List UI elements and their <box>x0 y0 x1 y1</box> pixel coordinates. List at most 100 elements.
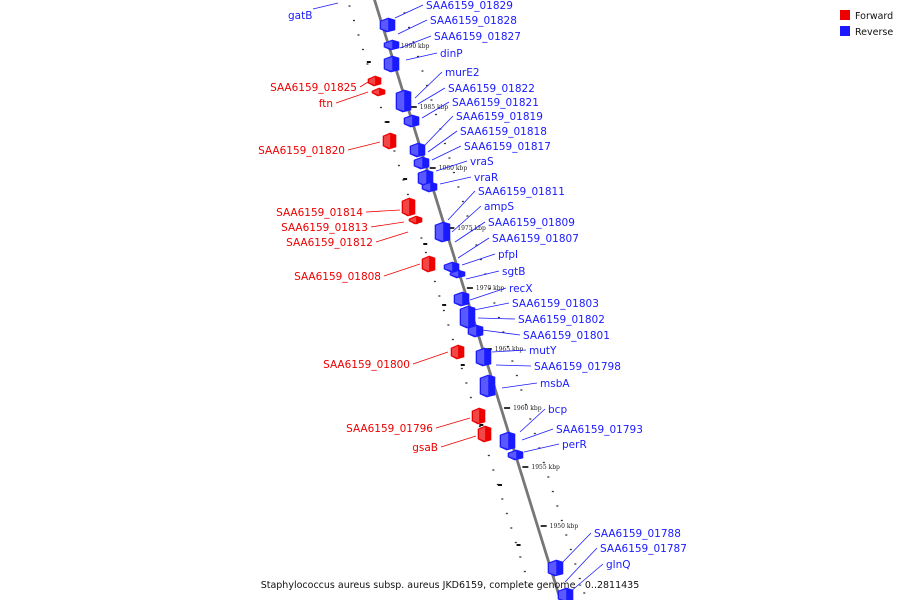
reverse-gene-glyph[interactable] <box>409 142 426 158</box>
kbp-tick-label: 1965 kbp <box>495 346 524 353</box>
forward-gene-label[interactable]: SAA6159_01800 <box>323 351 449 371</box>
svg-text:murE2: murE2 <box>445 67 480 79</box>
reverse-gene-label[interactable]: ampS <box>451 201 514 233</box>
svg-text:SAA6159_01828: SAA6159_01828 <box>430 15 517 27</box>
reverse-gene-label[interactable]: SAA6159_01821 <box>421 97 539 119</box>
svg-text:SAA6159_01825: SAA6159_01825 <box>270 82 357 94</box>
forward-gene-label[interactable]: SAA6159_01820 <box>258 141 381 157</box>
reverse-gene-glyph[interactable] <box>403 114 420 128</box>
svg-text:bcp: bcp <box>548 404 567 416</box>
reverse-gene-glyph[interactable] <box>449 269 466 279</box>
reverse-gene-label[interactable]: bcp <box>519 404 567 433</box>
reverse-gene-label[interactable]: SAA6159_01829 <box>394 0 513 19</box>
reverse-gene-label[interactable]: SAA6159_01809 <box>454 217 575 243</box>
forward-gene-glyph[interactable] <box>371 87 386 97</box>
reverse-gene-glyph[interactable] <box>379 17 396 33</box>
forward-gene-glyph[interactable] <box>408 215 423 225</box>
reverse-gene-label[interactable]: SAA6159_01798 <box>495 361 621 373</box>
forward-gene-glyph[interactable] <box>471 407 486 425</box>
reverse-gene-glyph[interactable] <box>421 181 438 193</box>
svg-text:SAA6159_01812: SAA6159_01812 <box>286 237 373 249</box>
kbp-tick-label: 1980 kbp <box>439 165 468 172</box>
legend-forward-label: Forward <box>855 11 893 22</box>
svg-text:SAA6159_01809: SAA6159_01809 <box>488 217 575 229</box>
forward-gene-label[interactable]: SAA6159_01812 <box>286 231 409 249</box>
svg-text:SAA6159_01801: SAA6159_01801 <box>523 330 610 342</box>
reverse-gene-label[interactable]: perR <box>523 439 587 453</box>
svg-text:ampS: ampS <box>484 201 514 213</box>
forward-gene-label[interactable]: SAA6159_01808 <box>294 263 421 283</box>
svg-text:vraR: vraR <box>474 172 498 184</box>
reverse-gene-glyph[interactable] <box>507 449 524 461</box>
reverse-gene-label[interactable]: SAA6159_01801 <box>481 329 610 342</box>
kbp-tick-label: 1960 kbp <box>513 405 542 412</box>
svg-text:SAA6159_01817: SAA6159_01817 <box>464 141 551 153</box>
svg-text:SAA6159_01820: SAA6159_01820 <box>258 145 345 157</box>
legend-reverse-swatch <box>840 26 850 36</box>
reverse-gene-label[interactable]: SAA6159_01828 <box>397 15 517 35</box>
kbp-tick-label: 1950 kbp <box>550 523 579 530</box>
reverse-gene-label[interactable]: SAA6159_01811 <box>447 186 565 221</box>
reverse-gene-label[interactable]: glnQ <box>569 559 631 593</box>
reverse-gene-label[interactable]: SAA6159_01827 <box>399 31 521 49</box>
reverse-gene-glyph[interactable] <box>499 431 516 451</box>
reverse-gene-glyph[interactable] <box>413 156 430 170</box>
reverse-gene-glyph[interactable] <box>475 347 492 367</box>
reverse-gene-glyph[interactable] <box>383 55 400 73</box>
kbp-tick-label: 1990 kbp <box>401 43 430 50</box>
forward-gene-label[interactable]: SAA6159_01814 <box>276 207 401 219</box>
reverse-gene-label[interactable]: SAA6159_01819 <box>424 111 543 146</box>
forward-gene-glyph[interactable] <box>367 75 382 87</box>
forward-gene-glyph[interactable] <box>421 255 436 273</box>
map-caption: Staphylococcus aureus subsp. aureus JKD6… <box>261 580 640 591</box>
reverse-gene-glyph[interactable] <box>395 89 412 113</box>
reverse-gene-glyph[interactable] <box>479 374 496 398</box>
reverse-gene-label[interactable]: murE2 <box>414 67 480 99</box>
reverse-gene-glyph[interactable] <box>547 559 564 577</box>
forward-gene-label[interactable]: SAA6159_01813 <box>281 221 405 234</box>
forward-gene-label[interactable]: SAA6159_01825 <box>270 81 369 94</box>
reverse-gene-label[interactable]: SAA6159_01793 <box>521 424 643 441</box>
forward-gene-glyph[interactable] <box>450 344 465 360</box>
reverse-gene-glyph[interactable] <box>383 39 400 51</box>
svg-text:SAA6159_01788: SAA6159_01788 <box>594 528 681 540</box>
reverse-gene-glyph[interactable] <box>557 587 574 600</box>
reverse-gene-label[interactable]: vraR <box>439 172 498 185</box>
reverse-gene-label[interactable]: SAA6159_01802 <box>477 314 605 326</box>
reverse-gene-label[interactable]: SAA6159_01817 <box>431 141 551 161</box>
reverse-gene-label[interactable]: SAA6159_01818 <box>427 126 547 153</box>
forward-gene-glyph[interactable] <box>382 132 397 150</box>
reverse-gene-glyph[interactable] <box>467 324 484 338</box>
svg-text:perR: perR <box>562 439 587 451</box>
forward-gene-label[interactable]: ftn <box>319 91 369 110</box>
reverse-gene-label[interactable]: sgtB <box>465 266 525 280</box>
kbp-tick-label: 1970 kbp <box>476 285 505 292</box>
reverse-gene-label[interactable]: mutY <box>491 345 557 357</box>
reverse-gene-glyph[interactable] <box>459 305 476 329</box>
svg-text:SAA6159_01822: SAA6159_01822 <box>448 83 535 95</box>
reverse-gene-label[interactable]: dinP <box>405 48 463 61</box>
forward-gene-label[interactable]: gsaB <box>412 435 477 454</box>
reverse-gene-label[interactable]: SAA6159_01788 <box>559 528 681 566</box>
kbp-tick-label: 1955 kbp <box>531 464 560 471</box>
svg-text:SAA6159_01813: SAA6159_01813 <box>281 222 368 234</box>
reverse-gene-label[interactable]: SAA6159_01822 <box>417 83 535 105</box>
reverse-gene-label[interactable]: gatB <box>288 2 339 22</box>
reverse-gene-label[interactable]: SAA6159_01787 <box>564 543 687 583</box>
reverse-gene-glyph[interactable] <box>434 221 451 243</box>
reverse-gene-label[interactable]: SAA6159_01807 <box>457 233 579 259</box>
reverse-gene-glyph[interactable] <box>417 169 434 187</box>
svg-text:SAA6159_01787: SAA6159_01787 <box>600 543 687 555</box>
reverse-gene-glyph[interactable] <box>453 291 470 307</box>
reverse-gene-label[interactable]: recX <box>469 283 533 301</box>
reverse-gene-label[interactable]: vraS <box>435 156 494 172</box>
svg-text:SAA6159_01814: SAA6159_01814 <box>276 207 363 219</box>
reverse-gene-label[interactable]: msbA <box>501 378 570 390</box>
reverse-gene-label[interactable]: SAA6159_01803 <box>473 298 599 311</box>
tick-marks: 1990 kbp 1985 kbp 1980 kbp 1975 kbp 1970 kbp… <box>348 5 586 594</box>
forward-gene-glyph[interactable] <box>477 425 492 443</box>
forward-gene-label[interactable]: SAA6159_01796 <box>346 417 471 435</box>
reverse-gene-label[interactable]: pfpI <box>461 249 518 266</box>
forward-gene-glyph[interactable] <box>401 197 416 217</box>
